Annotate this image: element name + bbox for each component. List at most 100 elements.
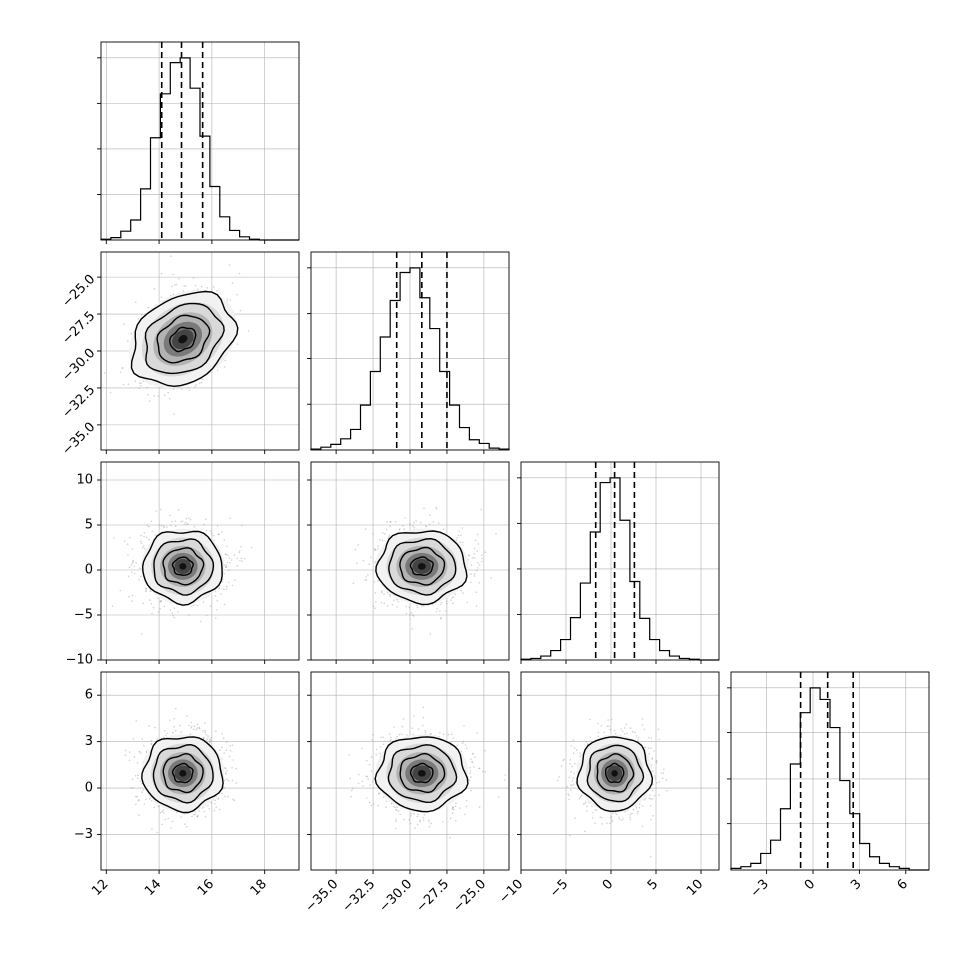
sample-point bbox=[124, 749, 127, 752]
hist-panel-2 bbox=[517, 461, 720, 664]
sample-point bbox=[394, 520, 397, 523]
sample-point bbox=[127, 383, 130, 385]
sample-point bbox=[458, 807, 461, 809]
sample-point bbox=[177, 509, 180, 511]
sample-point bbox=[394, 827, 397, 830]
sample-point bbox=[153, 288, 156, 290]
sample-point bbox=[180, 520, 182, 523]
sample-point bbox=[224, 795, 226, 798]
sample-point bbox=[240, 546, 242, 548]
sample-point bbox=[194, 385, 196, 388]
sample-point bbox=[435, 610, 438, 613]
sample-point bbox=[149, 590, 152, 592]
sample-point bbox=[130, 564, 133, 566]
sample-point bbox=[439, 732, 441, 734]
sample-point bbox=[164, 394, 166, 396]
sample-point bbox=[461, 527, 464, 529]
contour-1 bbox=[153, 538, 215, 596]
sample-point bbox=[422, 724, 424, 727]
sample-point bbox=[409, 523, 411, 525]
sample-point bbox=[168, 398, 171, 400]
sample-point bbox=[177, 611, 179, 613]
sample-point bbox=[195, 728, 197, 731]
sample-point bbox=[451, 807, 454, 809]
sample-point bbox=[180, 388, 183, 390]
contour-2 bbox=[156, 314, 211, 364]
sample-point bbox=[160, 296, 163, 299]
y-tick-label: −32.5 bbox=[60, 383, 99, 422]
sample-point bbox=[157, 611, 160, 613]
sample-point bbox=[369, 784, 371, 786]
y-tick-label: −5 bbox=[74, 608, 93, 623]
sample-point bbox=[417, 813, 419, 816]
sample-point bbox=[210, 740, 212, 742]
sample-point bbox=[439, 610, 441, 612]
sample-point bbox=[173, 725, 175, 728]
sample-point bbox=[150, 520, 153, 523]
sample-point bbox=[173, 717, 175, 720]
sample-point bbox=[415, 520, 417, 522]
sample-point bbox=[109, 391, 112, 394]
sample-point bbox=[440, 601, 443, 604]
sample-point bbox=[158, 524, 161, 527]
sample-point bbox=[175, 811, 178, 814]
sample-point bbox=[474, 539, 477, 542]
sample-point bbox=[212, 286, 215, 288]
sample-point bbox=[470, 564, 473, 566]
sample-point bbox=[457, 534, 460, 536]
sample-point bbox=[232, 798, 234, 801]
sample-point bbox=[477, 543, 480, 545]
sample-point bbox=[131, 571, 133, 574]
sample-point bbox=[171, 285, 173, 288]
sample-point bbox=[198, 382, 201, 384]
sample-point bbox=[138, 751, 141, 753]
sample-point bbox=[201, 378, 204, 381]
sample-point bbox=[471, 753, 474, 755]
sample-point bbox=[381, 591, 383, 594]
sample-point bbox=[239, 309, 242, 312]
sample-point bbox=[169, 719, 171, 722]
sample-point bbox=[416, 606, 419, 609]
sample-point bbox=[368, 563, 370, 565]
sample-point bbox=[218, 808, 221, 811]
sample-point bbox=[424, 731, 427, 734]
sample-point bbox=[403, 528, 405, 530]
contour-3 bbox=[169, 326, 197, 353]
sample-point bbox=[396, 598, 398, 601]
sample-point bbox=[216, 369, 219, 372]
sample-point bbox=[220, 593, 222, 595]
sample-point bbox=[136, 762, 139, 764]
sample-point bbox=[397, 810, 400, 812]
sample-point bbox=[185, 825, 188, 828]
sample-point bbox=[452, 596, 455, 598]
sample-point bbox=[210, 801, 213, 804]
sample-point bbox=[148, 400, 151, 402]
contour-2 bbox=[162, 547, 205, 586]
sample-point bbox=[131, 562, 134, 564]
sample-point bbox=[473, 547, 476, 550]
sample-point bbox=[172, 293, 175, 296]
sample-point bbox=[402, 525, 404, 527]
sample-point bbox=[239, 559, 241, 562]
sample-point bbox=[225, 773, 227, 775]
sample-point bbox=[150, 800, 153, 802]
sample-point bbox=[162, 809, 165, 811]
sample-point bbox=[475, 605, 478, 607]
sample-point bbox=[203, 722, 206, 724]
sample-point bbox=[198, 727, 201, 730]
sample-point bbox=[410, 612, 413, 614]
sample-point bbox=[386, 521, 388, 523]
sample-point bbox=[166, 732, 168, 735]
sample-point bbox=[450, 599, 452, 601]
x-tick-label: 18 bbox=[248, 877, 270, 899]
sample-point bbox=[456, 745, 458, 747]
sample-point bbox=[175, 283, 178, 286]
sample-point bbox=[132, 738, 135, 740]
sample-point bbox=[408, 819, 411, 821]
sample-point bbox=[203, 810, 205, 813]
sample-point bbox=[145, 587, 147, 590]
sample-point bbox=[372, 733, 374, 736]
sample-point bbox=[197, 814, 199, 817]
density-panel-3-1: −35.0−32.5−30.0−27.5−25.0 bbox=[303, 671, 510, 915]
sample-point bbox=[224, 787, 226, 789]
